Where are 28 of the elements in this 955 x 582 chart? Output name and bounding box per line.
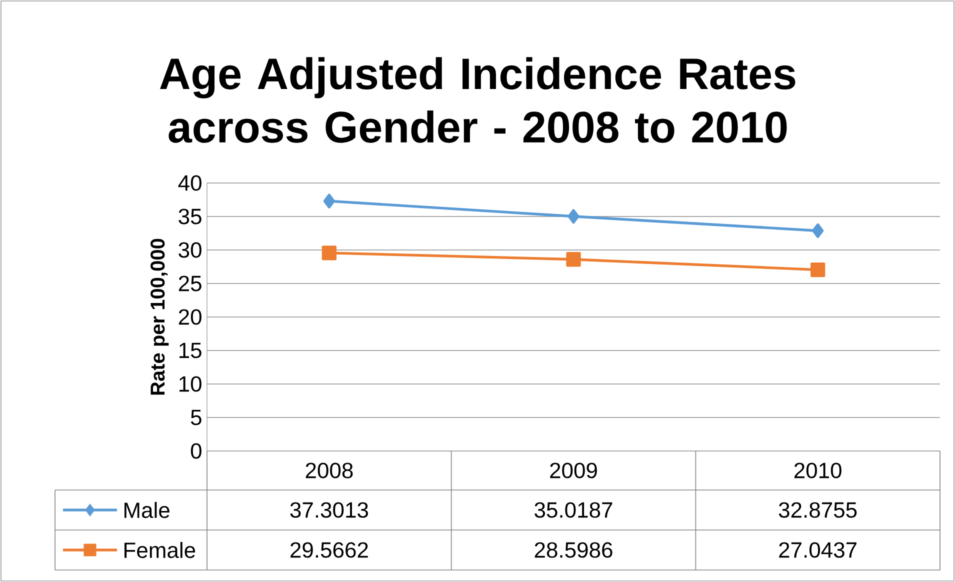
- y-tick-label: 0: [190, 443, 202, 459]
- data-label: 37.3013: [290, 502, 368, 518]
- point: [322, 246, 337, 260]
- data-label: 27.0437: [779, 542, 856, 558]
- x-tick-label: 2010: [794, 462, 842, 478]
- data-label: 29.5662: [290, 542, 368, 558]
- point: [812, 223, 824, 238]
- legend-label: Male: [124, 502, 170, 518]
- chart-title: Age Adjusted Incidence Rates across Gender - 2008 to 2010: [160, 57, 796, 143]
- y-tick-label: 40: [178, 175, 202, 191]
- y-tick-label: 35: [178, 208, 202, 224]
- y-tick-label: 30: [178, 242, 202, 258]
- y-tick-label: 25: [178, 276, 202, 292]
- data-label: 28.5986: [534, 542, 612, 558]
- legend-label: Female: [124, 542, 196, 558]
- point: [810, 262, 826, 278]
- point: [566, 252, 581, 267]
- data-label: 32.8755: [778, 502, 857, 518]
- y-axis-title: Rate per 100,000: [150, 238, 169, 395]
- data-label: 35.0187: [534, 502, 612, 518]
- point: [568, 209, 580, 224]
- y-tick-label: 10: [179, 376, 202, 392]
- x-tick-label: 2009: [550, 462, 597, 478]
- y-tick-label: 15: [179, 342, 202, 358]
- y-tick-label: 5: [190, 410, 202, 426]
- x-tick-label: 2008: [306, 462, 353, 478]
- y-tick-label: 20: [178, 309, 202, 325]
- point: [323, 194, 336, 208]
